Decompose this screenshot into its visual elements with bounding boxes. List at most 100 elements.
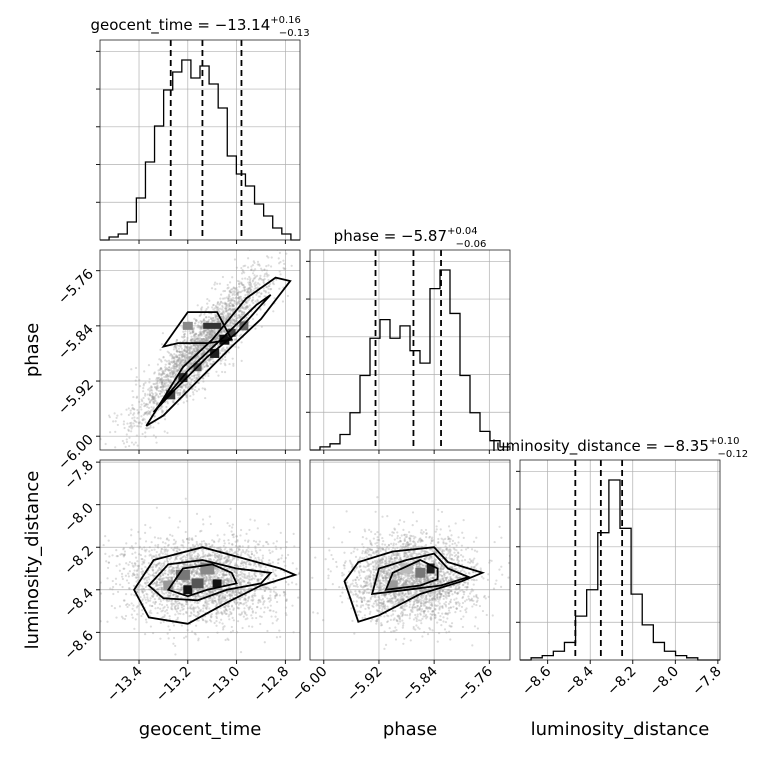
sample-point (174, 356, 177, 359)
sample-point (154, 436, 158, 439)
sample-point (145, 548, 148, 551)
sample-point (154, 584, 158, 588)
sample-point (161, 372, 164, 375)
sample-point (172, 373, 175, 376)
sample-point (154, 554, 158, 557)
sample-point (226, 568, 229, 571)
sample-point (181, 558, 184, 562)
sample-point (252, 279, 255, 282)
sample-point (108, 555, 111, 558)
sample-point (193, 379, 196, 383)
sample-point (183, 355, 186, 358)
sample-point (122, 442, 126, 445)
sample-point (233, 258, 237, 261)
sample-point (147, 599, 150, 603)
sample-point (186, 386, 190, 390)
sample-point (233, 300, 236, 303)
sample-point (154, 571, 157, 574)
sample-point (157, 373, 161, 376)
sample-point (144, 550, 147, 553)
sample-point (141, 400, 144, 403)
sample-point (227, 300, 230, 303)
sample-point (152, 426, 155, 429)
sample-point (271, 550, 274, 553)
sample-point (244, 294, 247, 297)
sample-point (185, 345, 188, 349)
sample-point (171, 375, 175, 379)
sample-point (219, 362, 222, 365)
sample-point (174, 540, 177, 543)
sample-point (172, 364, 176, 367)
sample-point (238, 548, 241, 551)
sample-point (195, 624, 198, 627)
sample-point (193, 562, 196, 566)
sample-point (179, 386, 183, 389)
sample-point (164, 380, 167, 383)
sample-point (223, 330, 226, 333)
sample-point (213, 331, 216, 334)
sample-point (171, 534, 174, 537)
sample-point (188, 348, 191, 351)
sample-point (166, 560, 169, 563)
sample-point (260, 278, 263, 281)
sample-point (251, 610, 254, 613)
sample-point (154, 544, 157, 547)
sample-point (252, 260, 255, 263)
sample-point (165, 379, 168, 382)
sample-point (179, 385, 182, 388)
sample-point (148, 377, 151, 381)
sample-point (171, 361, 174, 364)
sample-point (201, 351, 204, 354)
sample-point (207, 359, 210, 362)
sample-point (225, 308, 228, 312)
sample-point (210, 590, 213, 593)
sample-point (238, 280, 241, 283)
sample-point (167, 375, 170, 378)
sample-point (195, 356, 198, 359)
sample-point (249, 289, 252, 292)
sample-point (223, 302, 227, 305)
sample-point (161, 609, 164, 612)
sample-point (246, 266, 250, 269)
sample-point (225, 310, 228, 313)
sample-point (272, 235, 274, 237)
sample-point (128, 444, 131, 448)
sample-point (195, 540, 198, 544)
sample-point (183, 333, 186, 336)
sample-point (167, 570, 170, 573)
sample-point (235, 293, 238, 296)
sample-point (197, 619, 200, 622)
sample-point (152, 397, 155, 400)
sample-point (204, 333, 208, 336)
sample-point (161, 379, 165, 382)
sample-point (114, 446, 117, 449)
sample-point (208, 330, 211, 333)
sample-point (208, 515, 211, 518)
sample-point (161, 405, 164, 408)
sample-point (174, 600, 177, 603)
sample-point (165, 608, 168, 612)
sample-point (204, 328, 208, 331)
sample-point (172, 367, 175, 370)
sample-point (187, 541, 190, 544)
sample-point (204, 396, 207, 400)
sample-point (277, 257, 280, 260)
sample-point (158, 567, 161, 570)
sample-point (162, 356, 165, 359)
sample-point (267, 543, 270, 546)
sample-point (196, 340, 199, 343)
sample-point (148, 412, 151, 415)
sample-point (223, 606, 227, 609)
sample-point (152, 568, 155, 572)
sample-point (172, 624, 176, 627)
sample-point (200, 338, 203, 341)
sample-point (204, 316, 208, 319)
sample-point (235, 319, 238, 322)
sample-point (160, 566, 163, 569)
sample-point (173, 605, 176, 608)
sample-point (195, 571, 198, 574)
sample-point (205, 339, 208, 342)
sample-point (229, 585, 232, 589)
sample-point (153, 582, 156, 585)
sample-point (229, 579, 232, 582)
